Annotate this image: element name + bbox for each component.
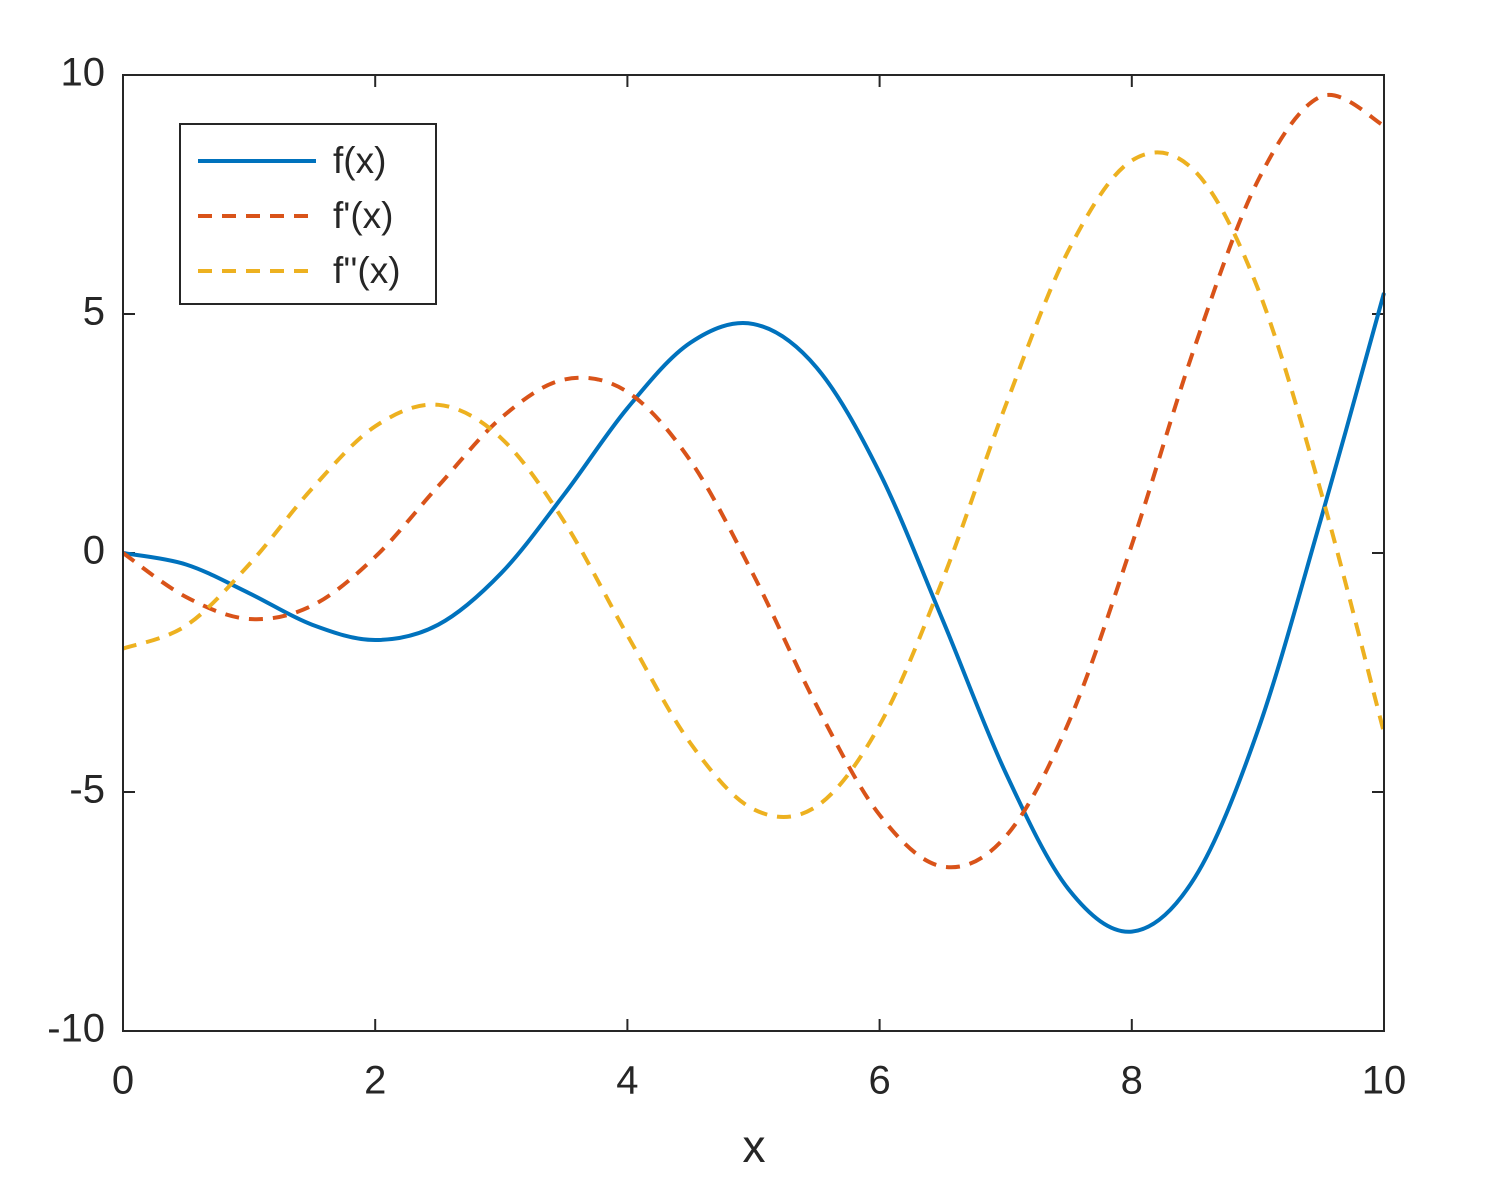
x-tick-label: 10: [1362, 1059, 1407, 1103]
legend-label: f(x): [333, 140, 386, 181]
series-line: [122, 150, 1386, 819]
y-tick-label: 10: [61, 51, 106, 95]
series-line: [122, 292, 1386, 934]
x-tick-label: 0: [112, 1059, 134, 1103]
x-tick-label: 4: [616, 1059, 638, 1103]
legend-label: f'(x): [333, 195, 394, 236]
y-tick-label: -10: [47, 1007, 105, 1051]
legend-label: f''(x): [333, 250, 401, 291]
x-tick-label: 2: [364, 1059, 386, 1103]
axes-box: [122, 74, 1385, 1032]
x-tick-label: 8: [1121, 1059, 1143, 1103]
y-tick-label: 5: [83, 290, 105, 334]
x-tick-label: 6: [868, 1059, 890, 1103]
series-line: [121, 92, 1386, 870]
y-tick-label: 0: [83, 529, 105, 573]
x-axis-label: x: [743, 1120, 766, 1172]
y-tick-label: -5: [69, 768, 105, 812]
